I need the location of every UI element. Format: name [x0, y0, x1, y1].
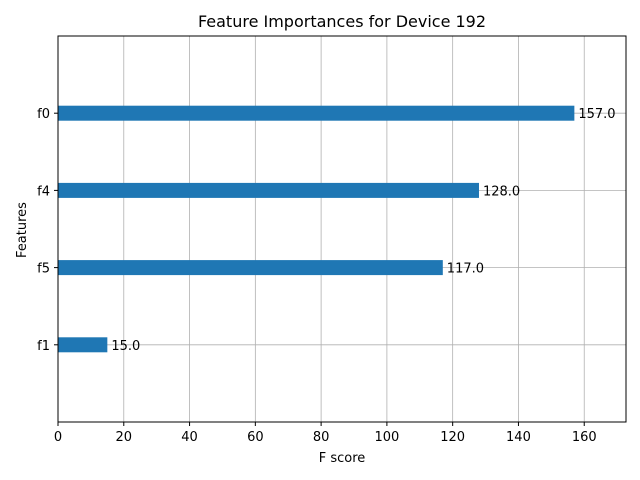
x-tick-label: 140 — [506, 430, 531, 445]
x-tick-label: 120 — [440, 430, 465, 445]
chart-title: Feature Importances for Device 192 — [198, 12, 486, 31]
x-axis-label: F score — [319, 451, 366, 466]
bars — [58, 105, 575, 353]
x-tick-label: 80 — [313, 430, 330, 445]
value-labels: 15.0 117.0 128.0 157.0 — [111, 107, 615, 354]
value-label-f4: 128.0 — [483, 184, 520, 199]
value-label-f5: 117.0 — [447, 262, 484, 277]
x-tick-label: 20 — [116, 430, 133, 445]
plot-frame — [57, 35, 627, 423]
value-label-f0: 157.0 — [578, 107, 615, 122]
bar-f0 — [58, 105, 575, 121]
value-label-f1: 15.0 — [111, 339, 140, 354]
bar-f4 — [58, 182, 479, 198]
y-tick-label: f5 — [37, 262, 50, 277]
bar-f5 — [58, 260, 443, 276]
x-tick-label: 60 — [247, 430, 264, 445]
x-tick-label: 40 — [181, 430, 198, 445]
ticks: 0 20 40 60 80 100 120 140 160 f1 f5 f4 f0 — [37, 107, 597, 445]
x-tick-label: 100 — [374, 430, 399, 445]
y-tick-label: f1 — [37, 339, 50, 354]
grid — [57, 36, 626, 422]
bar-f1 — [58, 337, 108, 353]
y-tick-label: f0 — [37, 107, 50, 122]
y-tick-label: f4 — [37, 184, 50, 199]
y-axis-label: Features — [15, 202, 30, 258]
x-tick-label: 160 — [572, 430, 597, 445]
x-tick-label: 0 — [54, 430, 62, 445]
